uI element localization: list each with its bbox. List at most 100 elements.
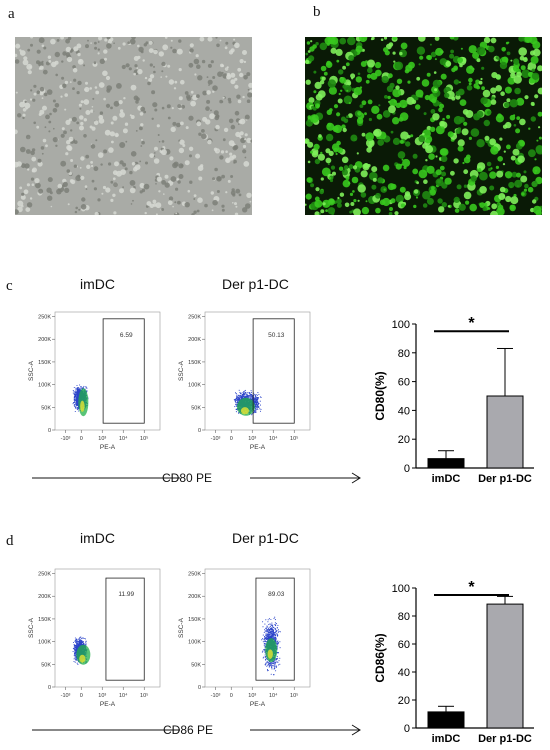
gate-percentage: 11.99 — [118, 591, 134, 598]
y-tick-label: 150K — [188, 360, 201, 366]
fluorescence-micrograph — [305, 37, 542, 215]
y-axis-label: SSC-A — [178, 617, 185, 638]
x-tick-label: 0 — [80, 693, 83, 699]
y-axis-label: SSC-A — [178, 360, 185, 381]
y-tick-label: 200K — [38, 594, 51, 600]
y-tick-label: 20 — [398, 695, 410, 707]
y-tick-label: 200K — [38, 337, 51, 343]
gate — [105, 577, 145, 681]
gate-percentage: 6.59 — [120, 332, 133, 339]
x-tick-label: -10³ — [211, 693, 221, 699]
flow-axes: 0 50K 100K 150K 200K 250K -10³ 0 10³ 10⁴ 10⁵ SSC-A P… — [28, 568, 161, 708]
y-tick-label: 0 — [198, 685, 201, 691]
y-tick-label: 100 — [392, 319, 410, 331]
flow-title-d-left: imDC — [80, 530, 115, 546]
arrow-label-c: CD80 PE — [162, 471, 213, 485]
y-tick-label: 50K — [41, 662, 51, 668]
y-tick-label: 100K — [188, 640, 201, 646]
y-axis-label: SSC-A — [28, 617, 35, 638]
flow-title-c-left: imDC — [80, 276, 115, 292]
y-tick-label: 150K — [188, 617, 201, 623]
flow-title-c-right: Der p1-DC — [222, 276, 289, 292]
x-tick-label: 10⁴ — [269, 435, 278, 442]
flow-title-d-right: Der p1-DC — [232, 530, 299, 546]
x-tick-label: -10³ — [211, 436, 221, 442]
fluorescent-cell-texture — [305, 37, 542, 215]
y-tick-label: 40 — [398, 667, 410, 679]
dense-core — [76, 644, 91, 665]
flow-plot-c-derp1: 0 50K 100K 150K 200K 250K -10³ 0 10³ 10⁴ 10⁵ SSC-A P… — [178, 311, 311, 451]
gate — [255, 577, 295, 681]
x-tick-label: 10³ — [98, 693, 106, 699]
bar-chart-cd80: 0 20 40 60 80 100 CD80(%) imDC Der p1-DC * — [373, 315, 534, 485]
x-tick-label: 10³ — [248, 436, 256, 442]
x-axis-label: PE-A — [100, 701, 116, 708]
x-tick-label: 10⁵ — [140, 435, 148, 442]
flow-plot-c-imdc: 0 50K 100K 150K 200K 250K -10³ 0 10³ 10⁴ 10⁵ SSC-A P… — [28, 311, 161, 451]
y-tick-label: 150K — [38, 617, 51, 623]
y-tick-label: 100K — [38, 383, 51, 389]
gate — [252, 318, 295, 424]
x-tick-label: 10⁴ — [269, 692, 278, 699]
y-tick-label: 200K — [188, 337, 201, 343]
y-tick-label: 100K — [188, 383, 201, 389]
y-tick-label: 80 — [398, 611, 410, 623]
gate — [102, 318, 145, 424]
panel-label-b: b — [313, 4, 321, 20]
arrow-c — [32, 472, 361, 484]
x-tick-label: 10⁴ — [119, 435, 128, 442]
y-tick-label: 40 — [398, 405, 410, 417]
y-tick-label: 0 — [404, 463, 410, 475]
y-tick-label: 60 — [398, 639, 410, 651]
y-axis-label: CD86(%) — [373, 633, 387, 682]
x-axis-label: PE-A — [250, 701, 266, 708]
bar — [486, 395, 524, 469]
y-tick-label: 250K — [188, 315, 201, 321]
y-tick-label: 100K — [38, 640, 51, 646]
x-tick-label: 0 — [80, 436, 83, 442]
gate-percentage: 50.13 — [268, 332, 285, 339]
y-tick-label: 60 — [398, 377, 410, 389]
x-axis-label: PE-A — [250, 444, 266, 451]
y-axis-label: SSC-A — [28, 360, 35, 381]
y-tick-label: 50K — [191, 662, 201, 668]
dense-core — [78, 388, 89, 417]
x-tick-label: 10⁵ — [140, 692, 148, 699]
arrow-d — [32, 724, 361, 736]
flow-axes: 0 50K 100K 150K 200K 250K -10³ 0 10³ 10⁴ 10⁵ SSC-A P… — [28, 311, 161, 451]
y-tick-label: 0 — [48, 428, 51, 434]
panel-label-c: c — [6, 278, 13, 294]
x-tick-label: 10⁴ — [119, 692, 128, 699]
bar — [486, 603, 524, 729]
y-axis-label: CD80(%) — [373, 371, 387, 420]
x-tick-label: 10⁵ — [290, 692, 298, 699]
bar-chart-cd86: 0 20 40 60 80 100 CD86(%) imDC Der p1-DC * — [373, 579, 534, 745]
flow-axes: 0 50K 100K 150K 200K 250K -10³ 0 10³ 10⁴ 10⁵ SSC-A P… — [178, 568, 311, 708]
x-axis-label: PE-A — [100, 444, 116, 451]
y-tick-label: 100 — [392, 583, 410, 595]
y-tick-label: 0 — [198, 428, 201, 434]
arrow-label-d: CD86 PE — [163, 723, 214, 737]
y-tick-label: 50K — [191, 405, 201, 411]
y-tick-label: 80 — [398, 348, 410, 360]
flow-plot-d-derp1: 0 50K 100K 150K 200K 250K -10³ 0 10³ 10⁴ 10⁵ SSC-A P… — [178, 568, 311, 708]
x-tick-label: 10⁵ — [290, 435, 298, 442]
x-tick-label: -10³ — [61, 436, 71, 442]
significance-star: * — [468, 579, 475, 596]
y-tick-label: 0 — [404, 723, 410, 735]
x-tick-label: 10³ — [248, 693, 256, 699]
y-tick-label: 200K — [188, 594, 201, 600]
cell-texture — [15, 37, 252, 215]
dense-core — [236, 397, 255, 416]
dense-core — [265, 638, 278, 663]
y-tick-label: 0 — [48, 685, 51, 691]
bar — [427, 458, 465, 469]
flow-axes: 0 50K 100K 150K 200K 250K -10³ 0 10³ 10⁴ 10⁵ SSC-A P… — [178, 311, 311, 451]
x-tick-label: -10³ — [61, 693, 71, 699]
brightfield-micrograph — [15, 37, 252, 215]
y-tick-label: 50K — [41, 405, 51, 411]
x-tick-label: 10³ — [98, 436, 106, 442]
x-tick-label: 0 — [230, 436, 233, 442]
gate-percentage: 89.03 — [268, 591, 285, 598]
significance-star: * — [468, 315, 475, 332]
